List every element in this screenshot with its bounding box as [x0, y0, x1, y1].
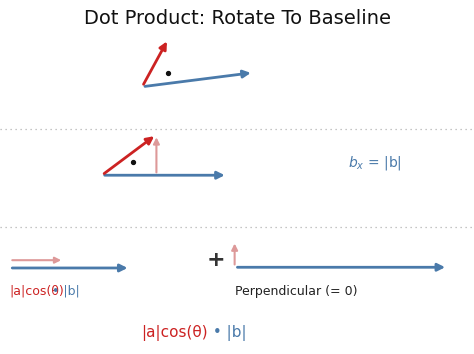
Text: Perpendicular (= 0): Perpendicular (= 0) — [235, 285, 357, 298]
Text: +: + — [206, 250, 225, 270]
Text: • |b|: • |b| — [48, 285, 80, 298]
Text: |a|cos(θ): |a|cos(θ) — [9, 285, 64, 298]
Text: • |b|: • |b| — [208, 325, 246, 341]
Text: Dot Product: Rotate To Baseline: Dot Product: Rotate To Baseline — [83, 9, 391, 28]
Text: $b_x$ = |b|: $b_x$ = |b| — [348, 154, 402, 172]
Text: |a|cos(θ): |a|cos(θ) — [141, 325, 208, 341]
